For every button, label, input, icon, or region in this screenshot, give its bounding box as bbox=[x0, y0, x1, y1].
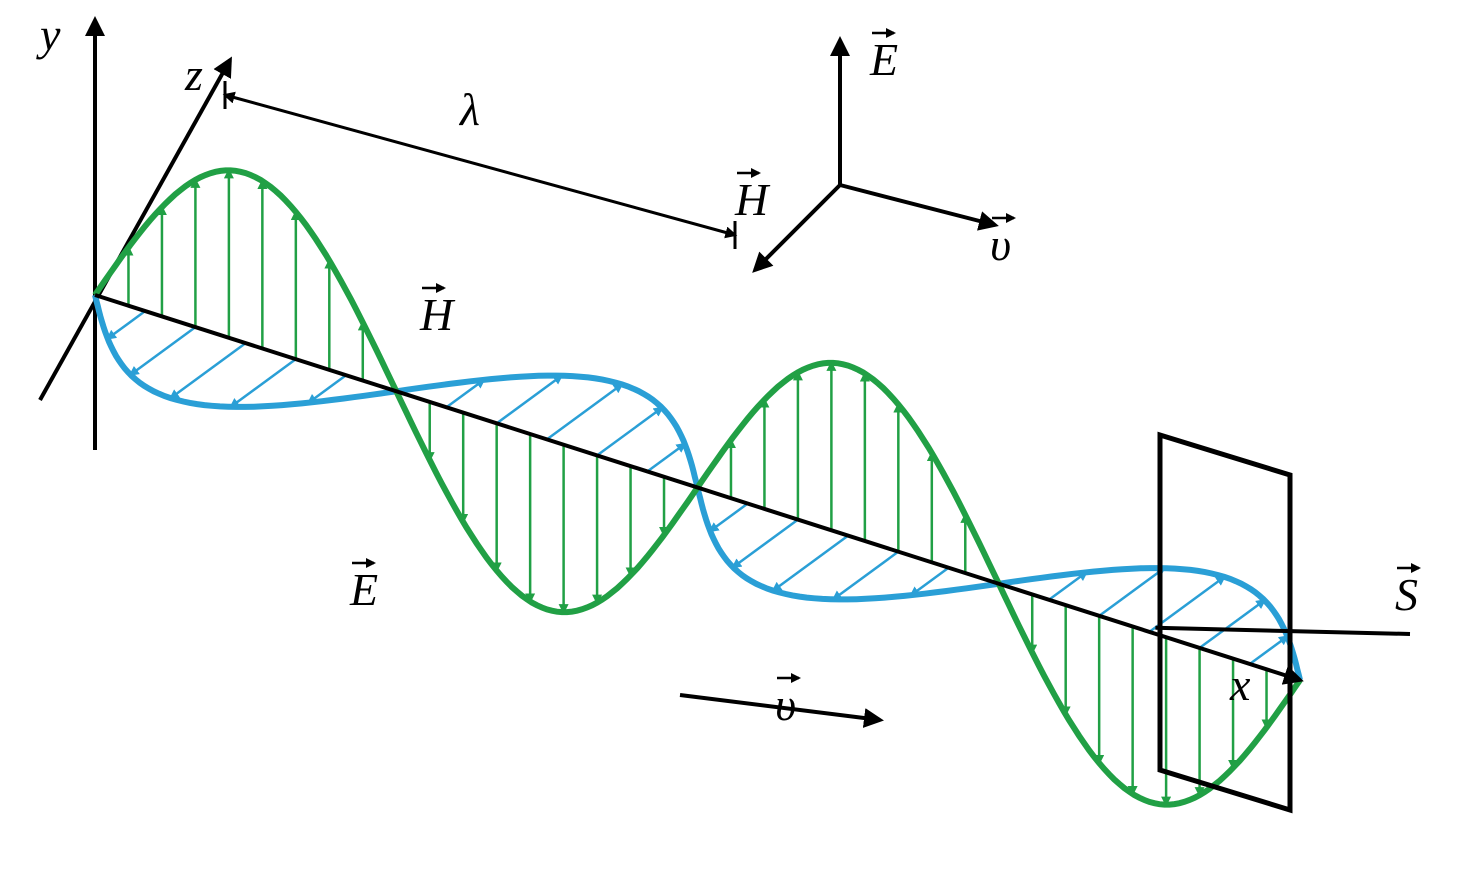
h-field-vector bbox=[1250, 636, 1288, 664]
svg-text:E: E bbox=[349, 564, 378, 615]
label-v-triad: υ bbox=[990, 218, 1014, 270]
x-axis bbox=[95, 295, 1300, 680]
h-field-vector bbox=[130, 327, 195, 375]
label-v-bottom: υ bbox=[775, 678, 799, 730]
label-H-triad: H bbox=[734, 173, 771, 225]
label-y: y bbox=[36, 9, 61, 60]
label-lambda: λ bbox=[458, 84, 480, 135]
label-E-wave: E bbox=[349, 563, 378, 615]
svg-text:E: E bbox=[869, 34, 898, 85]
svg-text:H: H bbox=[419, 289, 456, 340]
h-field-vector bbox=[1200, 600, 1265, 648]
axes-front bbox=[95, 295, 1300, 680]
svg-text:H: H bbox=[734, 174, 771, 225]
h-field-vector bbox=[231, 359, 296, 407]
wavefront-frame-rect bbox=[1160, 435, 1290, 810]
z-axis bbox=[40, 60, 230, 400]
wavefront-frame bbox=[1155, 435, 1420, 810]
h-field-vector bbox=[773, 536, 848, 591]
label-H-wave: H bbox=[419, 288, 456, 340]
h-field-vector bbox=[733, 520, 798, 568]
label-E-triad: E bbox=[869, 33, 898, 85]
label-x: x bbox=[1229, 659, 1251, 710]
h-field-vector bbox=[833, 552, 898, 600]
lambda-arrow bbox=[225, 95, 735, 235]
h-field-vector bbox=[597, 408, 662, 456]
svg-text:υ: υ bbox=[990, 219, 1011, 270]
svg-text:S: S bbox=[1395, 569, 1418, 620]
h-field-vector bbox=[108, 311, 145, 339]
svg-text:υ: υ bbox=[775, 679, 796, 730]
label-z: z bbox=[184, 49, 203, 100]
triad-v-arrow bbox=[840, 185, 995, 225]
label-S: S bbox=[1395, 568, 1419, 620]
h-field-vector bbox=[647, 444, 685, 472]
labels: x y z λ S E Hυ H Eυ bbox=[36, 9, 1419, 730]
h-field-vector bbox=[1099, 568, 1164, 616]
h-field-vector bbox=[710, 504, 748, 532]
h-field-vector bbox=[171, 343, 246, 398]
em-wave-diagram: x y z λ S E Hυ H Eυ bbox=[0, 0, 1469, 871]
h-field-vector bbox=[497, 376, 562, 424]
h-field-vector bbox=[547, 384, 622, 439]
